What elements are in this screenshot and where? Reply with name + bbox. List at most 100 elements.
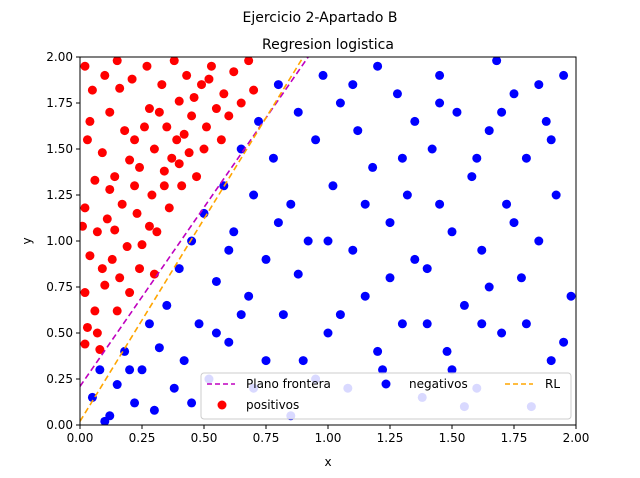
legend-label-negativos: negativos (409, 377, 468, 391)
rl-line (80, 57, 304, 422)
positivos-point (90, 306, 100, 316)
y-tick-label: 0.50 (46, 326, 73, 340)
x-tick-label: 1.75 (501, 431, 528, 445)
negativos-point (502, 199, 512, 209)
legend-label-positivos: positivos (246, 398, 299, 412)
y-tick-label: 1.25 (46, 188, 73, 202)
legend: Plano frontera positivos negativos RL (200, 372, 572, 420)
y-axis-label: y (20, 237, 34, 244)
negativos-point (95, 365, 105, 375)
negativos-point (335, 310, 345, 320)
negativos-point (125, 365, 135, 375)
x-tick-label: 1.25 (377, 431, 404, 445)
positivos-point (87, 85, 97, 95)
negativos-point (323, 236, 333, 246)
positivos-point (199, 144, 209, 154)
negativos-point (467, 172, 477, 182)
positivos-point (169, 57, 179, 66)
positivos-point (110, 225, 120, 235)
positivos-point (204, 74, 214, 84)
positivos-point (130, 181, 140, 191)
negativos-point (435, 199, 445, 209)
positivos-point (137, 240, 147, 250)
positivos-point (249, 85, 259, 95)
positivos-point (80, 61, 90, 71)
plot-markers (80, 57, 576, 425)
negativos-point (378, 365, 388, 375)
positivos-point (125, 155, 135, 165)
positivos-point (157, 80, 167, 90)
positivos-point (115, 273, 125, 283)
negativos-point (492, 57, 502, 66)
positivos-point (105, 184, 115, 194)
x-tick-label: 0.75 (253, 431, 280, 445)
negativos-point (261, 254, 271, 264)
negativos-point (422, 319, 432, 329)
negativos-point (194, 319, 204, 329)
negativos-point (477, 319, 487, 329)
positivos-point (236, 98, 246, 108)
negativos-point (360, 291, 370, 301)
negativos-point (323, 328, 333, 338)
negativos-point (261, 356, 271, 366)
positivos-point (167, 153, 177, 163)
negativos-point (551, 190, 561, 200)
negativos-point (385, 273, 395, 283)
positivos-point (142, 61, 152, 71)
positivos-point (100, 280, 110, 290)
positivos-point (112, 306, 122, 316)
negativos-point (100, 416, 110, 425)
y-tick-label: 1.00 (46, 234, 73, 248)
negativos-point (541, 116, 551, 126)
negativos-point (410, 254, 420, 264)
positivos-point (174, 159, 184, 169)
positivos-point (95, 345, 105, 355)
negativos-point (154, 343, 164, 353)
negativos-point (392, 89, 402, 99)
negativos-point (442, 346, 452, 356)
positivos-point (189, 92, 199, 102)
positivos-point (122, 242, 132, 252)
positivos-point (244, 57, 254, 66)
x-axis: 0.00 0.25 0.50 0.75 1.00 1.25 1.50 1.75 2.00 (67, 425, 589, 445)
negativos-point (137, 365, 147, 375)
negativos-point (402, 190, 412, 200)
negativos-point (452, 107, 462, 117)
positivos-point (187, 111, 197, 121)
x-axis-label: x (324, 455, 331, 469)
negativos-point (293, 269, 303, 279)
negativos-point (397, 319, 407, 329)
negativos-point (187, 398, 197, 408)
negativos-point (559, 337, 569, 347)
positivos-point (197, 80, 207, 90)
negativos-point (273, 80, 283, 90)
negativos-point (521, 153, 531, 163)
negativos-point (199, 208, 209, 218)
negativos-point (224, 245, 234, 255)
chart-title: Regresion logistica (262, 37, 394, 53)
negativos-point (353, 126, 363, 136)
positivos-point (80, 288, 90, 298)
positivos-point (154, 107, 164, 117)
positivos-point (152, 227, 162, 237)
negativos-point (229, 227, 239, 237)
legend-swatch-negativos (381, 379, 391, 389)
positivos-point (201, 122, 211, 132)
positivos-point (90, 175, 100, 185)
negativos-point (224, 337, 234, 347)
positivos-point (80, 221, 87, 231)
negativos-point (348, 245, 358, 255)
positivos-point (174, 96, 184, 106)
positivos-point (102, 214, 112, 224)
positivos-point (184, 148, 194, 158)
negativos-point (87, 392, 97, 402)
positivos-point (219, 89, 229, 99)
positivos-point (177, 181, 187, 191)
plot-lines (80, 57, 309, 422)
positivos-point (159, 181, 169, 191)
negativos-point (112, 380, 122, 390)
positivos-point (144, 221, 154, 231)
negativos-point (459, 300, 469, 310)
negativos-point (373, 61, 383, 71)
positivos-point (120, 126, 130, 136)
